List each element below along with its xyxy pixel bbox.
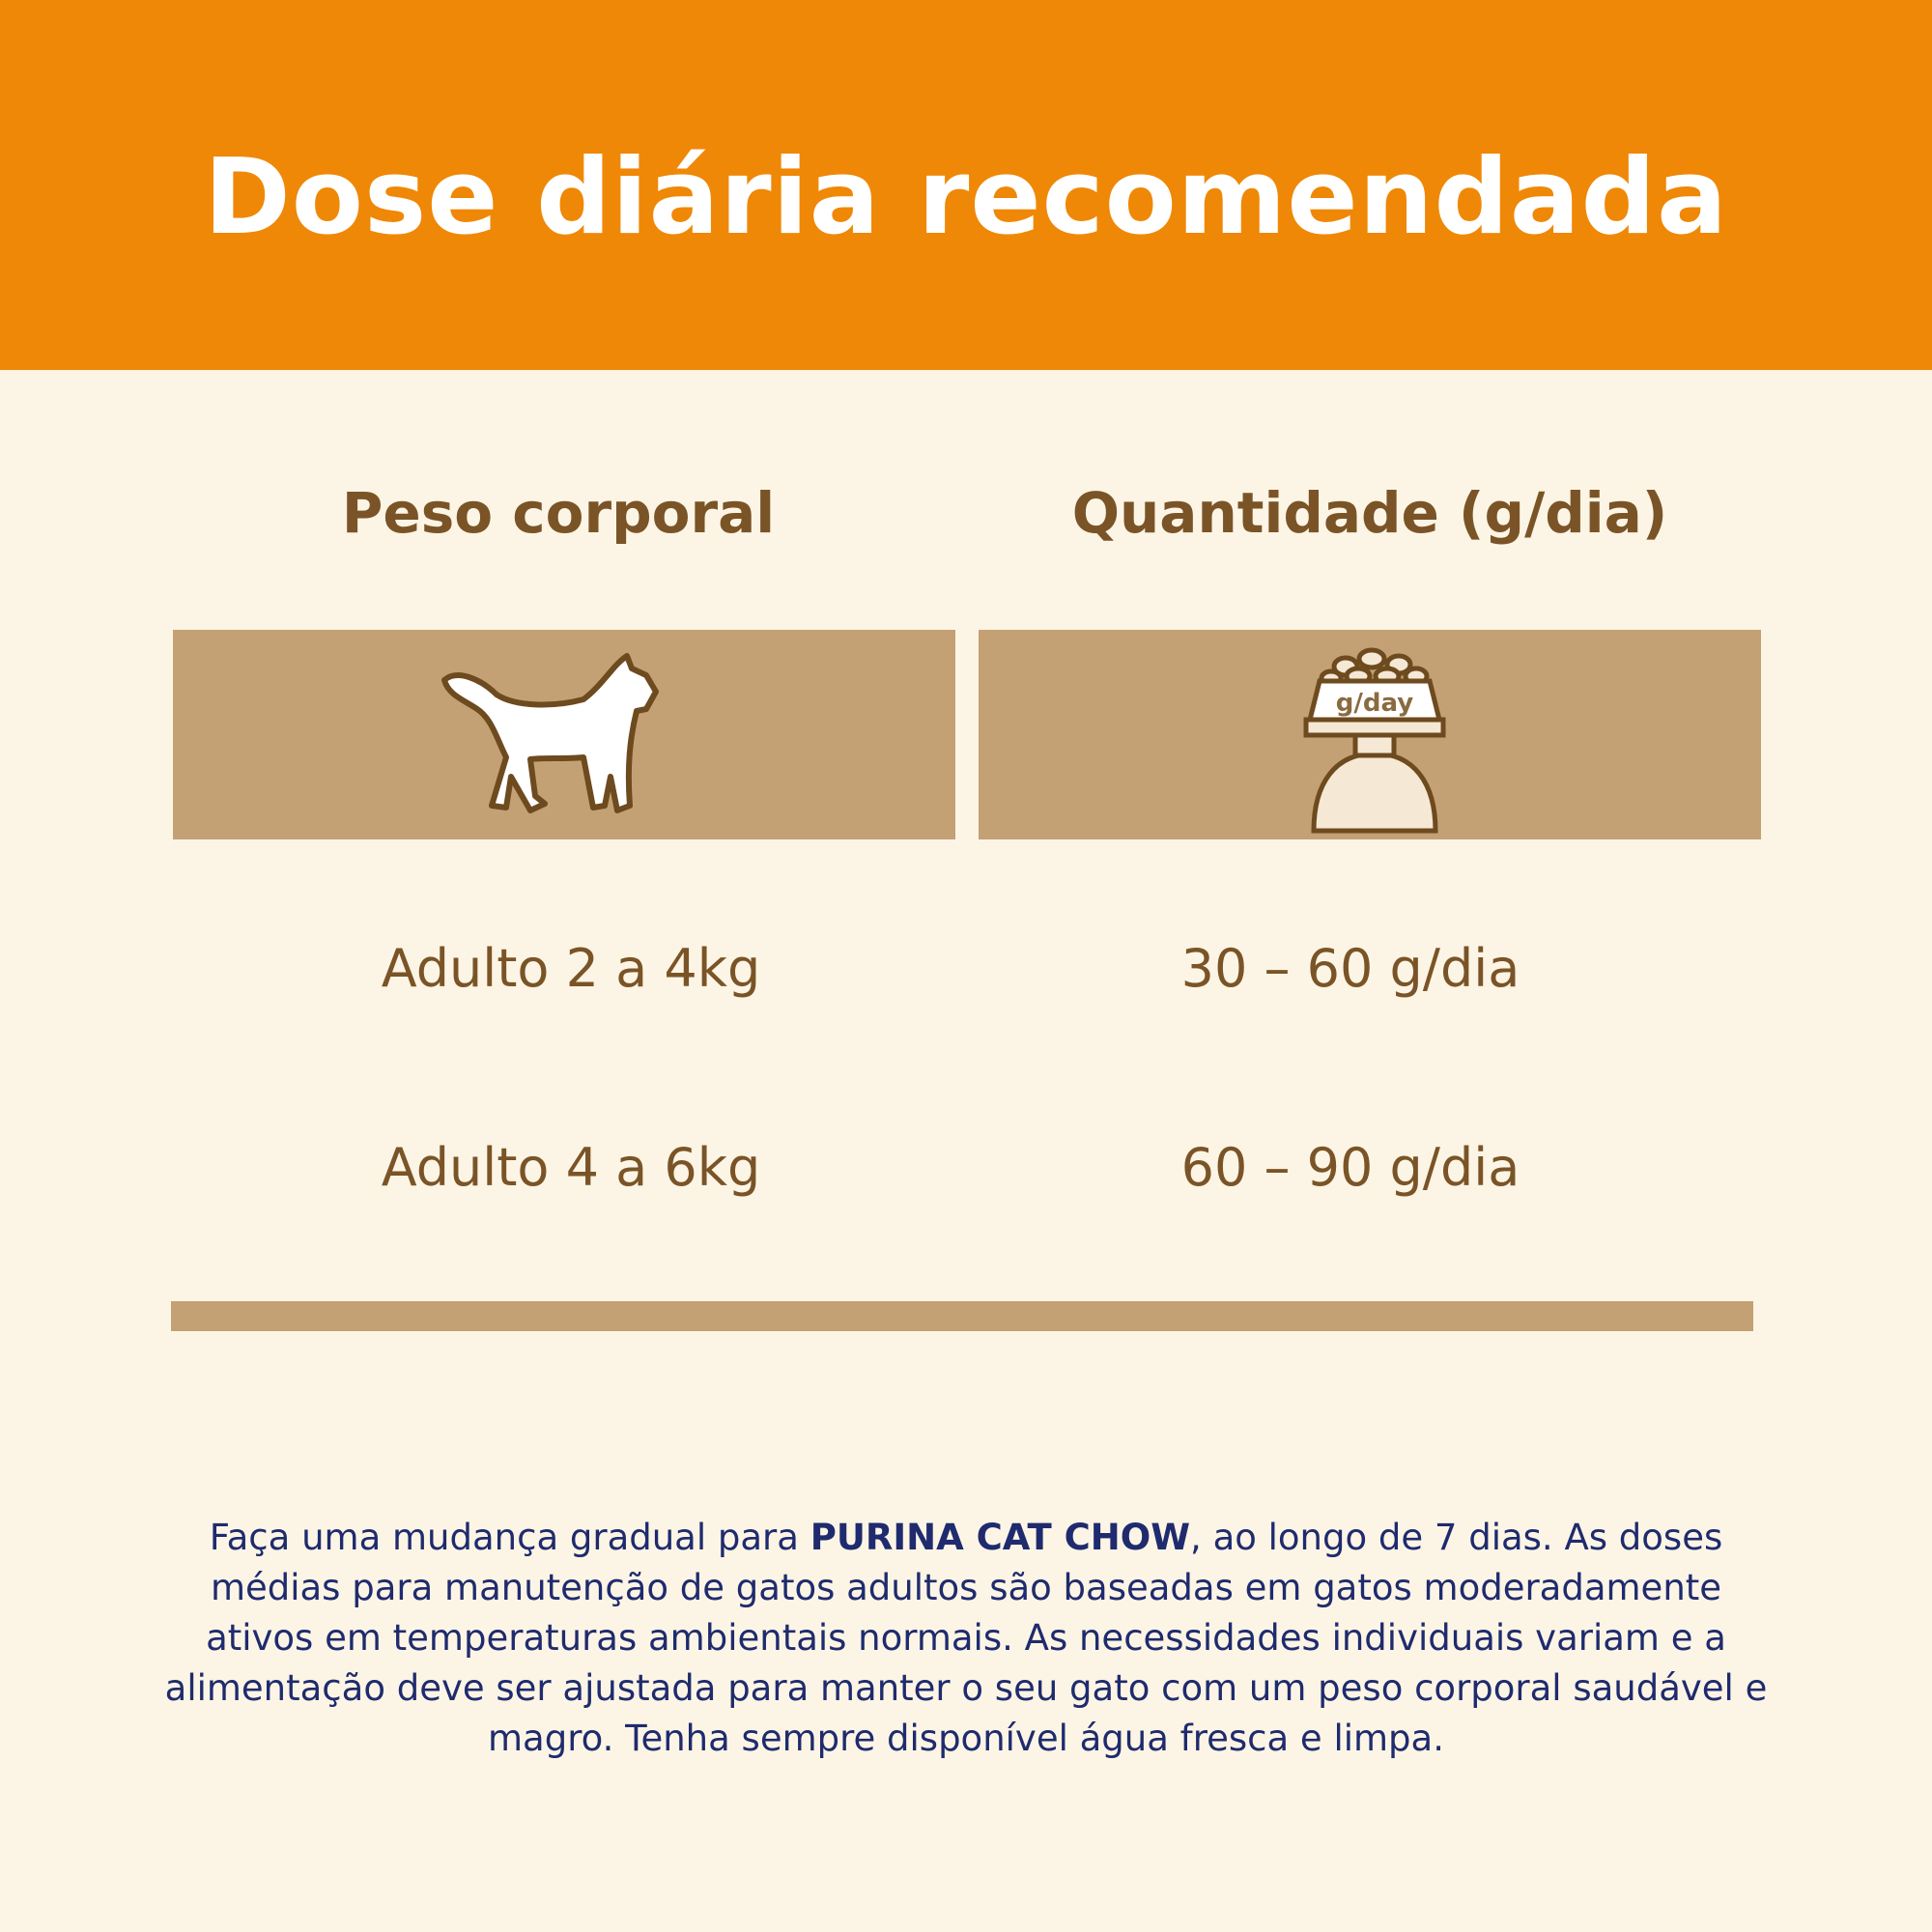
brand-name: PURINA CAT CHOW: [810, 1517, 1191, 1558]
icon-label: g/day: [1336, 689, 1413, 718]
weight-icon-panel: [173, 630, 955, 839]
amount-icon-panel: g/day: [979, 630, 1761, 839]
row-2-amount: 60 – 90 g/dia: [1180, 1137, 1520, 1198]
row-1-amount: 30 – 60 g/dia: [1180, 938, 1520, 999]
column-header-weight: Peso corporal: [341, 480, 776, 546]
column-header-amount: Quantidade (g/dia): [1071, 480, 1668, 546]
feeding-note: Faça uma mudança gradual para PURINA CAT…: [164, 1513, 1768, 1764]
header-banner: Dose diária recomendada: [0, 0, 1932, 370]
row-1-weight: Adulto 2 a 4kg: [381, 938, 761, 999]
note-text-start: Faça uma mudança gradual para: [209, 1517, 810, 1558]
food-bowl-scale-icon: g/day: [1303, 647, 1446, 834]
note-text-end: , ao longo de 7 dias. As doses médias pa…: [164, 1517, 1768, 1759]
cat-icon: [441, 653, 659, 813]
page-title: Dose diária recomendada: [204, 137, 1728, 258]
divider-bar: [171, 1301, 1753, 1331]
row-2-weight: Adulto 4 a 6kg: [381, 1137, 761, 1198]
